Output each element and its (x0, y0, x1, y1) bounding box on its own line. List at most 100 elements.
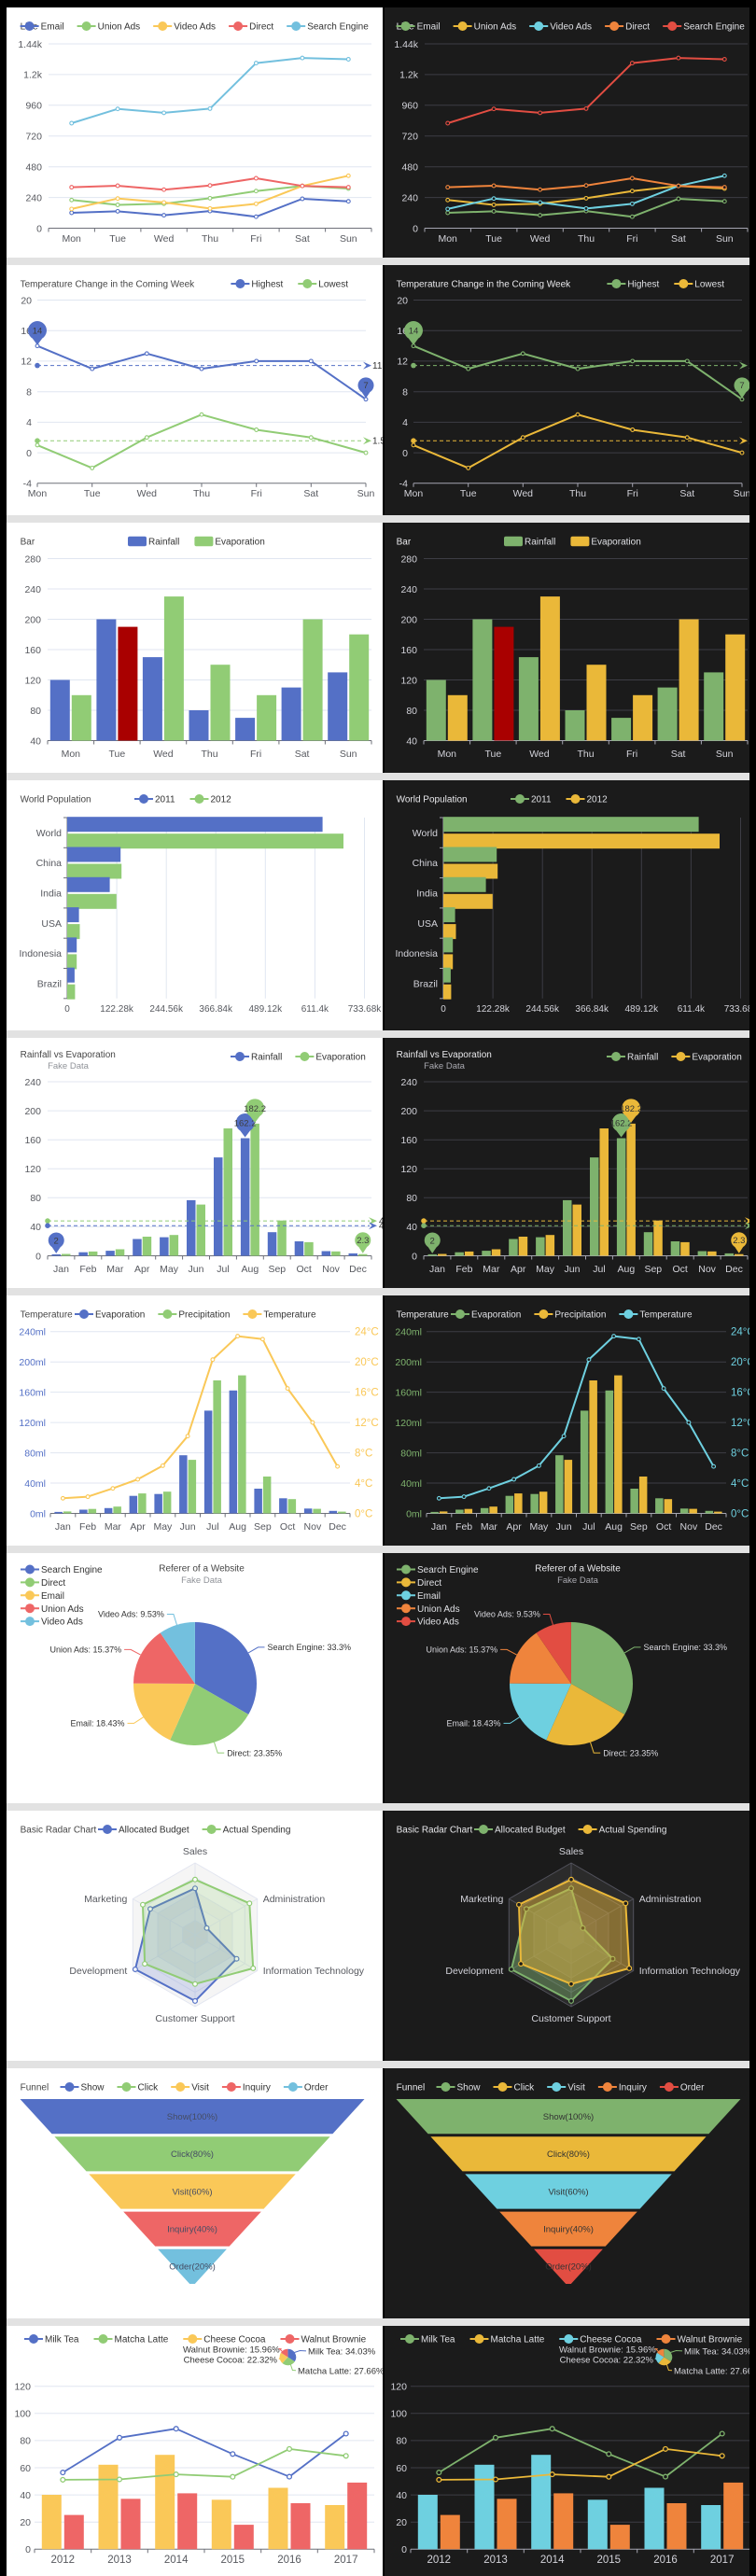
svg-text:2011: 2011 (531, 795, 552, 805)
svg-text:Direct: Direct (625, 22, 650, 33)
svg-text:Walnut Brownie: 15.96%: Walnut Brownie: 15.96% (183, 2345, 280, 2355)
svg-text:489.12k: 489.12k (625, 1004, 660, 1015)
svg-text:Aug: Aug (242, 1264, 259, 1275)
svg-text:Rainfall vs Evaporation: Rainfall vs Evaporation (397, 1050, 492, 1060)
svg-text:200: 200 (400, 1106, 417, 1117)
svg-text:Oct: Oct (673, 1264, 688, 1275)
svg-text:Mon: Mon (28, 488, 48, 499)
svg-text:100: 100 (390, 2409, 407, 2420)
svg-text:2013: 2013 (107, 2555, 132, 2566)
svg-text:Sep: Sep (268, 1264, 286, 1275)
svg-text:Video Ads: Video Ads (174, 22, 216, 33)
svg-text:100: 100 (14, 2409, 31, 2420)
svg-text:Order(20%): Order(20%) (545, 2262, 592, 2273)
svg-text:Marketing: Marketing (84, 1894, 127, 1905)
svg-text:USA: USA (417, 918, 438, 930)
svg-text:Oct: Oct (280, 1521, 295, 1533)
svg-text:Feb: Feb (79, 1264, 96, 1275)
svg-text:-4: -4 (23, 479, 32, 490)
svg-text:Visit(60%): Visit(60%) (548, 2187, 588, 2197)
svg-text:Fake Data: Fake Data (557, 1575, 599, 1586)
svg-text:Referer of a Website: Referer of a Website (159, 1564, 245, 1575)
svg-text:Temperature: Temperature (263, 1310, 316, 1321)
svg-text:Inquiry: Inquiry (243, 2083, 271, 2093)
svg-text:Video Ads: Video Ads (41, 1617, 83, 1628)
svg-text:Bar: Bar (397, 538, 412, 548)
svg-text:2: 2 (430, 1236, 435, 1246)
svg-text:720: 720 (401, 132, 418, 143)
svg-text:Mon: Mon (438, 233, 457, 245)
svg-text:Milk Tea: 34.03%: Milk Tea: 34.03% (308, 2346, 376, 2357)
svg-text:Show: Show (457, 2083, 482, 2093)
svg-text:Matcha Latte: 27.66%: Matcha Latte: 27.66% (674, 2366, 749, 2376)
svg-text:Visit: Visit (191, 2083, 209, 2093)
svg-text:USA: USA (41, 918, 62, 930)
svg-text:2016: 2016 (653, 2555, 678, 2566)
svg-text:480: 480 (25, 162, 42, 174)
svg-text:Evaporation: Evaporation (692, 1053, 741, 1063)
svg-text:Thu: Thu (201, 749, 217, 760)
svg-text:12: 12 (21, 357, 32, 368)
svg-text:960: 960 (401, 101, 418, 112)
svg-text:May: May (160, 1264, 179, 1275)
svg-text:Tue: Tue (109, 233, 126, 245)
svg-text:Cheese Cocoa: 22.32%: Cheese Cocoa: 22.32% (184, 2356, 278, 2366)
svg-text:120: 120 (24, 675, 41, 686)
svg-text:Sun: Sun (340, 233, 357, 245)
svg-text:Inquiry: Inquiry (619, 2083, 647, 2093)
svg-text:Union Ads: 15.37%: Union Ads: 15.37% (50, 1645, 122, 1655)
svg-text:80: 80 (20, 2436, 31, 2447)
svg-text:120ml: 120ml (395, 1418, 422, 1429)
svg-text:14: 14 (33, 327, 43, 337)
svg-text:2017: 2017 (710, 2555, 735, 2566)
svg-text:Jan: Jan (429, 1264, 445, 1275)
svg-text:Direct: Direct (249, 22, 273, 33)
svg-text:Matcha Latte: 27.66%: Matcha Latte: 27.66% (298, 2366, 383, 2376)
svg-text:120: 120 (390, 2382, 407, 2393)
svg-text:Development: Development (69, 1966, 127, 1977)
svg-text:Search Engine: Search Engine (683, 22, 745, 33)
svg-text:182.2: 182.2 (244, 1104, 266, 1114)
svg-text:Jul: Jul (593, 1264, 605, 1275)
svg-text:Jun: Jun (565, 1264, 581, 1275)
svg-text:0: 0 (441, 1004, 446, 1015)
svg-text:2012: 2012 (427, 2555, 452, 2566)
svg-text:12°C: 12°C (355, 1418, 379, 1429)
svg-text:Jul: Jul (582, 1521, 595, 1533)
svg-text:1.57: 1.57 (372, 437, 383, 447)
svg-text:Nov: Nov (680, 1521, 698, 1533)
svg-text:Order: Order (304, 2083, 329, 2093)
svg-text:280: 280 (400, 553, 417, 565)
svg-text:World: World (413, 828, 438, 839)
svg-text:Sales: Sales (559, 1846, 583, 1857)
svg-text:Video Ads: Video Ads (550, 22, 592, 33)
svg-text:733.68k: 733.68k (724, 1004, 749, 1015)
svg-text:Indonesia: Indonesia (19, 948, 62, 959)
svg-text:Wed: Wed (153, 749, 174, 760)
svg-text:80: 80 (30, 706, 41, 717)
svg-text:Brazil: Brazil (413, 979, 438, 990)
svg-text:489.12k: 489.12k (249, 1004, 284, 1015)
svg-text:11.42: 11.42 (372, 361, 383, 371)
svg-text:0: 0 (35, 1251, 41, 1262)
svg-text:0: 0 (402, 448, 408, 459)
svg-text:Indonesia: Indonesia (395, 948, 438, 959)
svg-text:120ml: 120ml (19, 1418, 46, 1429)
svg-text:Visit(60%): Visit(60%) (172, 2187, 212, 2197)
svg-text:60: 60 (20, 2463, 31, 2474)
svg-text:World Population: World Population (21, 795, 91, 805)
svg-text:Sun: Sun (734, 488, 749, 499)
svg-text:8°C: 8°C (355, 1449, 372, 1460)
svg-text:India: India (40, 889, 62, 900)
svg-text:Basic Radar Chart: Basic Radar Chart (397, 1826, 473, 1836)
svg-text:Sat: Sat (671, 749, 686, 760)
svg-text:240ml: 240ml (19, 1327, 46, 1338)
svg-text:Email: 18.43%: Email: 18.43% (446, 1719, 500, 1729)
svg-text:2015: 2015 (597, 2555, 622, 2566)
svg-text:Tue: Tue (109, 749, 126, 760)
svg-text:2013: 2013 (483, 2555, 508, 2566)
svg-text:Fri: Fri (627, 488, 638, 499)
svg-text:Apr: Apr (134, 1264, 150, 1275)
svg-text:Wed: Wed (529, 749, 550, 760)
svg-text:Walnut Brownie: 15.96%: Walnut Brownie: 15.96% (559, 2345, 656, 2355)
